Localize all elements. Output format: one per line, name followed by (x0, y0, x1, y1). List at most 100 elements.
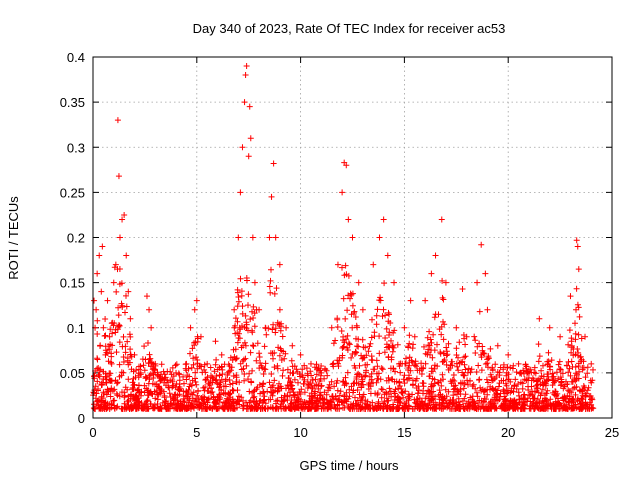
data-point (256, 306, 263, 313)
data-point (152, 360, 159, 367)
data-point (438, 216, 445, 223)
y-tick-label: 0 (78, 411, 85, 426)
data-point (148, 324, 155, 331)
data-point (307, 360, 314, 367)
data-point (94, 270, 101, 277)
data-point (212, 338, 219, 345)
data-point (131, 351, 138, 358)
data-point (376, 234, 383, 241)
data-point (349, 234, 356, 241)
data-point (270, 160, 277, 167)
data-point (125, 288, 132, 295)
data-point (536, 315, 543, 322)
data-point (143, 293, 150, 300)
data-point (588, 360, 595, 367)
x-tick-label: 5 (193, 425, 200, 440)
data-point (262, 324, 269, 331)
data-point (401, 324, 408, 331)
data-point (112, 261, 119, 268)
y-axis-label: ROTI / TECUs (6, 196, 21, 280)
data-point (224, 369, 231, 376)
data-point (218, 351, 225, 358)
data-point (328, 324, 335, 331)
data-point (546, 324, 553, 331)
data-point (239, 144, 246, 151)
y-tick-label: 0.25 (60, 185, 85, 200)
data-point (283, 324, 290, 331)
data-point (463, 333, 470, 340)
data-point (162, 374, 169, 381)
data-point (249, 234, 256, 241)
data-point (235, 234, 242, 241)
data-point (574, 243, 581, 250)
chart-title: Day 340 of 2023, Rate Of TEC Index for r… (193, 21, 506, 36)
data-point (102, 351, 109, 358)
data-point (100, 324, 107, 331)
data-point (391, 279, 398, 286)
data-point (108, 360, 115, 367)
y-tick-label: 0.15 (60, 276, 85, 291)
data-point (191, 306, 198, 313)
data-point (110, 279, 117, 286)
data-point (428, 270, 435, 277)
data-point (193, 297, 200, 304)
data-point (173, 369, 180, 376)
data-point (459, 285, 466, 292)
x-tick-label: 25 (605, 425, 619, 440)
data-point (114, 117, 121, 124)
y-tick-label: 0.35 (60, 95, 85, 110)
data-point (453, 324, 460, 331)
data-point (478, 241, 485, 248)
data-point (525, 369, 532, 376)
data-point (268, 193, 275, 200)
y-tick-label: 0.2 (67, 231, 85, 246)
data-point (246, 103, 253, 110)
y-tick-label: 0.3 (67, 140, 85, 155)
data-point (115, 173, 122, 180)
data-point (474, 279, 481, 286)
data-point (127, 315, 134, 322)
data-point (289, 342, 296, 349)
x-axis-label: GPS time / hours (300, 458, 399, 473)
data-point (345, 216, 352, 223)
data-point (116, 234, 123, 241)
data-point (297, 351, 304, 358)
data-point (137, 369, 144, 376)
x-tick-label: 0 (89, 425, 96, 440)
data-point (123, 252, 130, 259)
data-point (251, 279, 258, 286)
data-point (146, 306, 153, 313)
data-point (241, 99, 248, 106)
data-point (93, 306, 100, 313)
data-point (442, 279, 449, 286)
noise-floor-layer (90, 262, 597, 412)
data-point (91, 297, 98, 304)
data-point (484, 306, 491, 313)
data-point (573, 237, 580, 244)
data-point (575, 266, 582, 273)
data-point (96, 252, 103, 259)
data-point (411, 333, 418, 340)
data-point (183, 360, 190, 367)
data-point (422, 297, 429, 304)
data-point (242, 72, 249, 79)
plot-frame (92, 56, 613, 419)
data-points (91, 63, 595, 381)
data-point (104, 297, 111, 304)
data-point (237, 189, 244, 196)
data-point (407, 297, 414, 304)
data-point (276, 261, 283, 268)
x-tick-label: 20 (501, 425, 515, 440)
data-point (187, 324, 194, 331)
data-point (384, 252, 391, 259)
data-point (243, 63, 250, 70)
data-point (355, 279, 362, 286)
data-point (99, 243, 106, 250)
data-point (380, 216, 387, 223)
data-point (119, 216, 126, 223)
data-point (432, 252, 439, 259)
data-point (121, 211, 128, 218)
x-tick-label: 15 (397, 425, 411, 440)
x-tick-label: 10 (293, 425, 307, 440)
